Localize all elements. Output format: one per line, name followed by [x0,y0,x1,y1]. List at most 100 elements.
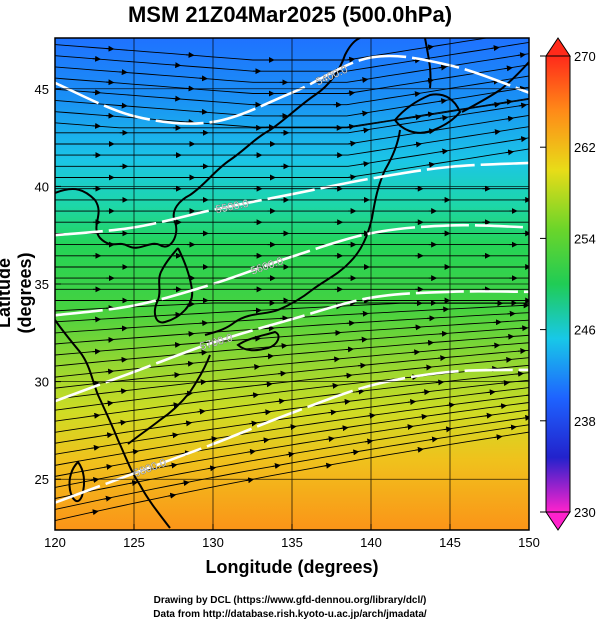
x-tick-label: 120 [44,535,66,550]
wind-arrow [361,160,370,167]
wind-arrow [518,136,528,143]
coastline-china-east [55,319,171,529]
chart-title: MSM 21Z04Mar2025 (500.0hPa) [127,2,453,27]
streamline [55,379,529,444]
coastline-shikoku [236,330,280,352]
wind-arrow [407,399,417,406]
wind-arrow [503,356,513,363]
wind-arrow [429,436,439,443]
wind-arrow [346,123,356,130]
wind-arrow [251,363,261,370]
wind-arrow [346,56,356,63]
colorbar-tick-label: 270 [574,49,596,64]
streamline [55,148,529,178]
coastline-kyushu-honshu [204,129,401,336]
wind-arrow [359,76,369,83]
wind-arrow [484,412,493,419]
colorbar-tick-label: 254 [574,231,596,246]
wind-arrow [515,370,525,377]
wind-arrow [357,362,367,369]
wind-arrow [426,161,436,168]
wind-arrow [278,370,287,377]
coastline-korea [153,247,194,324]
colorbar-tick-label: 230 [574,505,596,520]
streamline [55,387,529,455]
streamline [55,402,529,477]
wind-arrow [197,408,206,415]
x-tick-label: 130 [202,535,224,550]
wind-arrow [438,98,448,105]
y-tick-label: 45 [35,82,49,97]
wind-arrow [348,140,357,147]
wind-arrow [326,436,335,443]
wind-arrow [494,434,503,441]
wind-arrow [413,141,423,148]
wind-arrow [405,424,414,430]
wind-arrow [250,392,260,399]
coastline-kurils [461,61,529,113]
wind-arrow [438,64,448,71]
wind-arrow [356,388,365,395]
wind-arrow [346,90,356,97]
colorbar-top-triangle [545,37,571,57]
wind-arrow [517,52,527,59]
wind-arrow [492,101,501,108]
wind-arrow [437,355,447,362]
wind-arrow [344,372,353,379]
wind-arrow [185,360,194,367]
wind-arrow [350,449,360,456]
streamline [55,431,529,521]
wind-arrow [518,102,528,109]
colorbar-ticks: 270 262 254 246 238 230 [540,49,596,520]
coastline-taiwan [68,460,86,503]
wind-arrow [264,381,273,388]
colorbar-tick-label: 238 [574,414,596,429]
wind-arrow [505,149,515,156]
x-axis-label: Longitude (degrees) [205,557,379,577]
y-tick-label: 30 [35,375,49,390]
wind-arrow [504,98,513,105]
y-axis-label: Latitude (degrees) [0,252,35,334]
streamline [55,75,529,106]
wind-arrow [118,419,127,426]
y-axis-ticks: 25 30 35 40 45 [35,82,61,487]
streamline [55,115,529,145]
x-tick-label: 150 [518,535,540,550]
wind-arrow [171,402,180,409]
coastline-ryukyu [127,354,211,445]
x-tick-label: 145 [439,535,461,550]
wind-arrow [361,127,370,134]
wind-arrow [330,382,339,389]
wind-arrow [348,174,357,181]
wind-arrow [498,403,508,410]
wind-arrow [105,400,114,407]
streamline [55,126,529,156]
wind-arrow [340,425,349,432]
wind-arrow [342,398,351,405]
wind-arrow [501,380,510,386]
wind-arrow [419,413,428,420]
wind-arrow [412,91,421,98]
wind-arrow [435,379,445,386]
wind-arrow [245,477,255,484]
wind-arrow [119,356,128,363]
x-tick-label: 135 [281,535,303,550]
wind-arrow [272,463,281,469]
wind-arrow [328,409,337,416]
y-tick-label: 25 [35,472,49,487]
coastlines [55,38,529,529]
wind-arrow [104,463,113,470]
streamline [55,357,529,411]
wind-arrow [207,465,217,472]
wind-arrow [425,111,435,118]
streamline [55,64,529,94]
wind-arrow [167,492,177,499]
wind-arrow [261,437,270,444]
y-tick-label: 40 [35,179,49,194]
footer-credit: Drawing by DCL (https://www.gfd-dennou.o… [153,595,427,606]
wind-arrow [169,462,178,469]
wind-arrow [412,57,421,64]
streamline [55,312,529,345]
colorbar-bottom-triangle [545,511,571,531]
